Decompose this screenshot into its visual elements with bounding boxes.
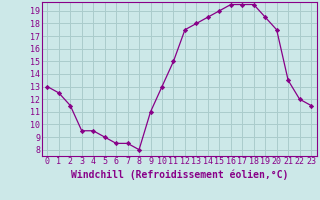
X-axis label: Windchill (Refroidissement éolien,°C): Windchill (Refroidissement éolien,°C)	[70, 169, 288, 180]
